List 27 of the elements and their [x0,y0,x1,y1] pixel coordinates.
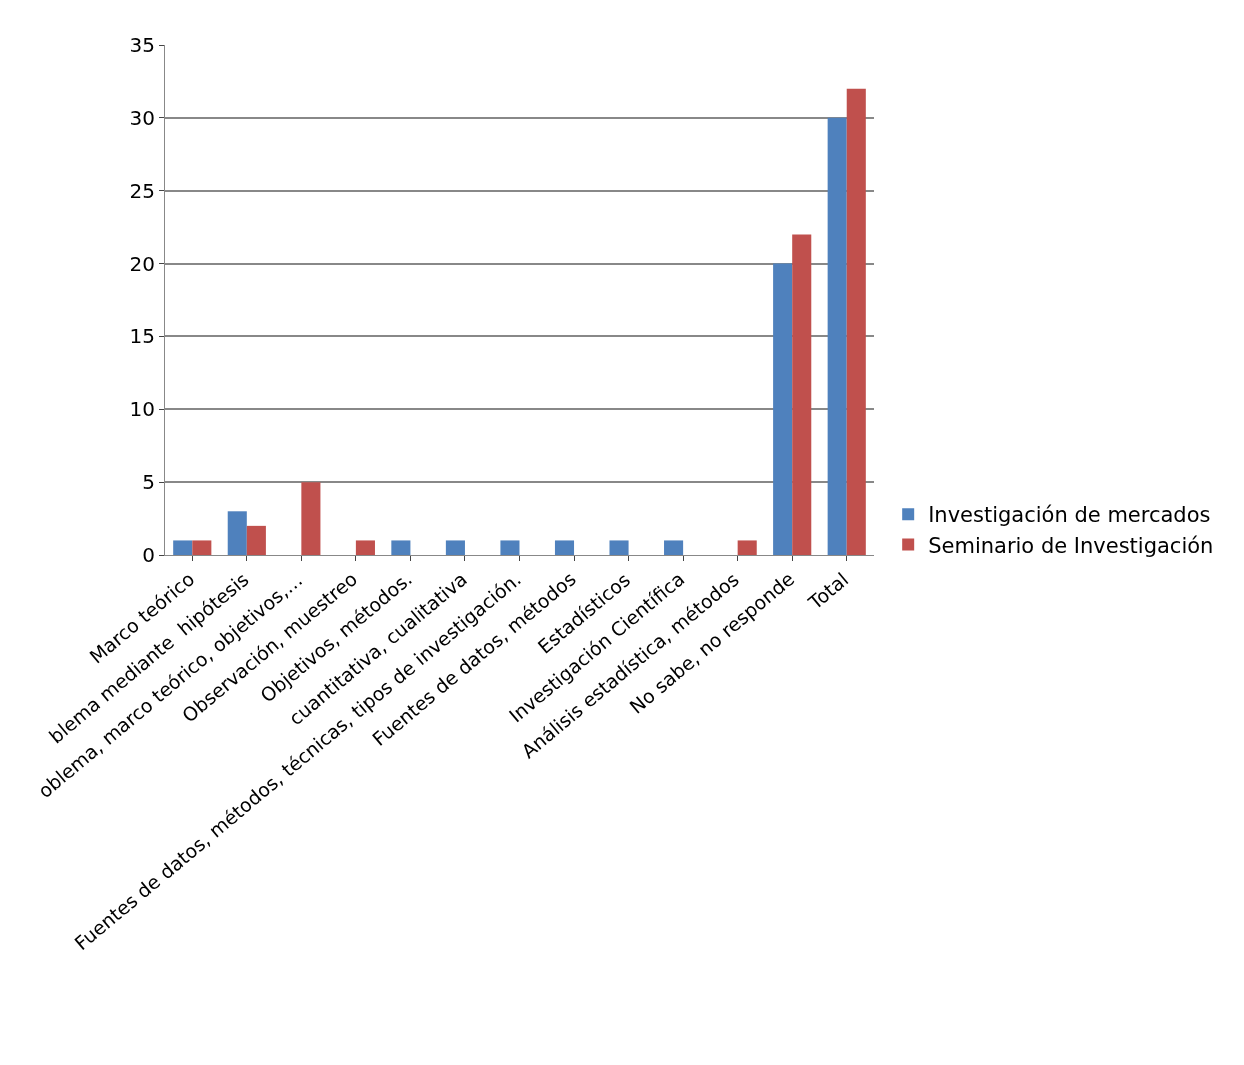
bar [227,511,247,555]
bar [737,540,757,555]
y-tick-label: 15 [129,324,155,349]
bar [246,525,266,555]
bar [445,540,465,555]
y-tick-label: 0 [142,543,155,567]
bar [355,540,375,555]
bar [554,540,575,555]
bar [846,88,866,555]
bar [301,482,321,555]
y-tick-label: 25 [129,178,155,203]
bar [827,117,847,555]
legend-label: Seminario de Investigación [928,533,1214,558]
y-tick-label: 35 [129,33,155,57]
bar [792,234,812,555]
y-tick-label: 20 [129,251,155,276]
y-tick-label: 10 [129,397,155,422]
bar [391,540,411,555]
y-tick-label: 30 [129,105,155,130]
bar [192,540,212,555]
legend-label: Investigación de mercados [928,503,1211,528]
bar [500,540,520,555]
bar [173,540,193,555]
y-tick-label: 5 [142,470,155,495]
bar [773,263,793,555]
bar [609,540,629,555]
bar [664,540,684,555]
